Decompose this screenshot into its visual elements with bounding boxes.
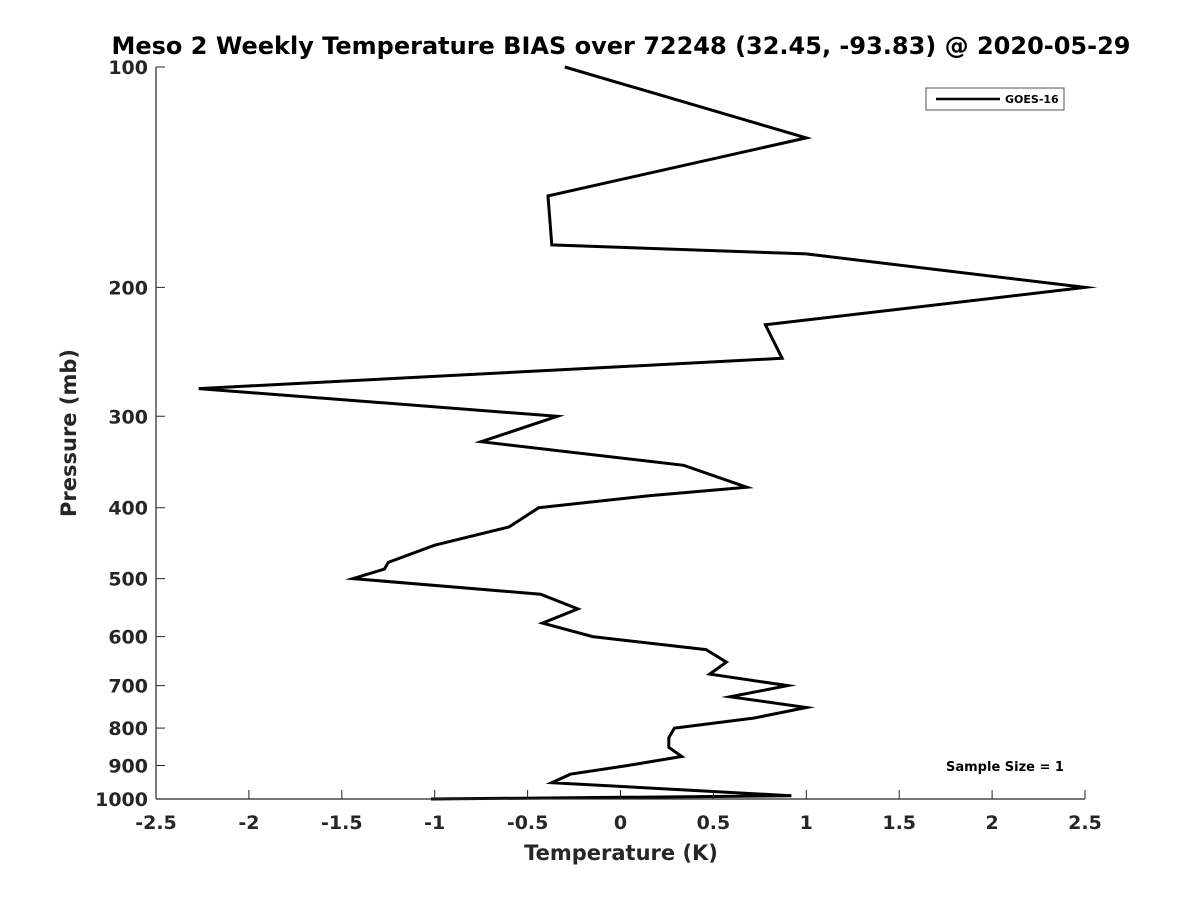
x-tick-label: 0.5 — [697, 812, 731, 834]
y-tick-label: 600 — [108, 627, 148, 649]
series-line-goes-16 — [198, 65, 1098, 801]
x-tick-label: 1.5 — [882, 812, 916, 834]
x-tick-label: 0 — [614, 812, 627, 834]
y-axis-label: Pressure (mb) — [57, 349, 81, 517]
x-tick-label: -2 — [238, 812, 259, 834]
x-tick-label: -0.5 — [507, 812, 549, 834]
sample-size-annotation: Sample Size = 1 — [946, 760, 1064, 775]
y-tick-label: 500 — [108, 569, 148, 591]
data-layer — [198, 65, 1098, 801]
x-tick-label: 2.5 — [1068, 812, 1102, 834]
x-tick-label: 2 — [985, 812, 998, 834]
plot-area — [156, 67, 1085, 799]
y-tick-label: 700 — [108, 676, 148, 698]
y-tick-label: 400 — [108, 498, 148, 520]
y-ticks: 100 200 300 400 500 600 700 800 900 1000 — [95, 57, 165, 811]
x-tick-label: -2.5 — [135, 812, 177, 834]
x-tick-label: -1.5 — [321, 812, 363, 834]
legend-label-goes-16: GOES-16 — [1005, 93, 1059, 106]
chart-title: Meso 2 Weekly Temperature BIAS over 7224… — [111, 32, 1130, 60]
legend: GOES-16 — [925, 87, 1065, 111]
x-tick-label: -1 — [424, 812, 445, 834]
y-tick-label: 1000 — [95, 789, 148, 811]
y-tick-label: 200 — [108, 277, 148, 299]
x-ticks: -2.5 -2 -1.5 -1 -0.5 0 0.5 1 1.5 2 2.5 — [135, 790, 1102, 834]
x-tick-label: 1 — [800, 812, 813, 834]
x-axis-label: Temperature (K) — [524, 841, 718, 865]
y-tick-label: 900 — [108, 756, 148, 778]
y-tick-label: 300 — [108, 406, 148, 428]
y-tick-label: 800 — [108, 718, 148, 740]
y-tick-label: 100 — [108, 57, 148, 79]
